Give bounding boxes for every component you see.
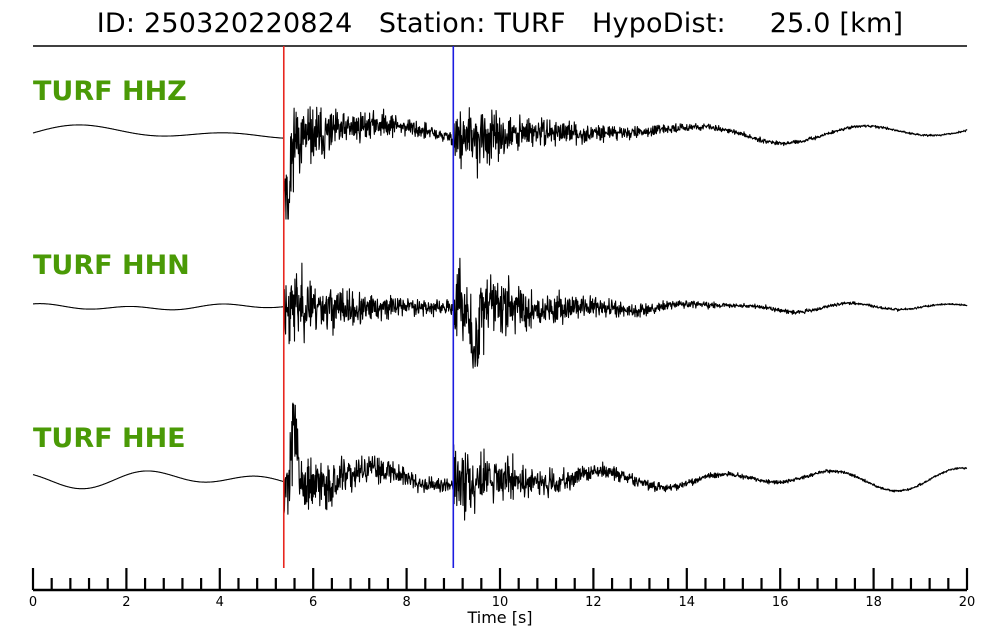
tick-label: 4: [216, 595, 224, 610]
trace-turf-hhe: [32, 402, 968, 521]
time-axis: 0 2 4 6 8 10 12 14 16 18 20 Time [s]: [29, 568, 975, 627]
trace-turf-hhn: [32, 257, 968, 369]
tick-label: 2: [122, 595, 130, 610]
tick-label: 6: [309, 595, 317, 610]
trace-label: TURF HHE: [33, 423, 186, 454]
tick-label: 8: [402, 595, 410, 610]
tick-label: 10: [492, 595, 509, 610]
trace-group: TURF HHZ TURF HHN TURF HHE: [32, 76, 968, 521]
tick-label: 0: [29, 595, 37, 610]
tick-label: 12: [585, 595, 602, 610]
chart-title: ID: 250320220824 Station: TURF HypoDist:…: [96, 8, 904, 39]
trace-turf-hhz: [32, 106, 968, 220]
x-axis-label: Time [s]: [466, 608, 532, 627]
tick-label: 20: [959, 595, 976, 610]
trace-label: TURF HHN: [33, 250, 190, 281]
trace-label: TURF HHZ: [33, 76, 187, 107]
tick-label: 18: [865, 595, 882, 610]
tick-label: 16: [772, 595, 789, 610]
tick-label: 14: [679, 595, 696, 610]
pick-lines: [282, 46, 455, 568]
